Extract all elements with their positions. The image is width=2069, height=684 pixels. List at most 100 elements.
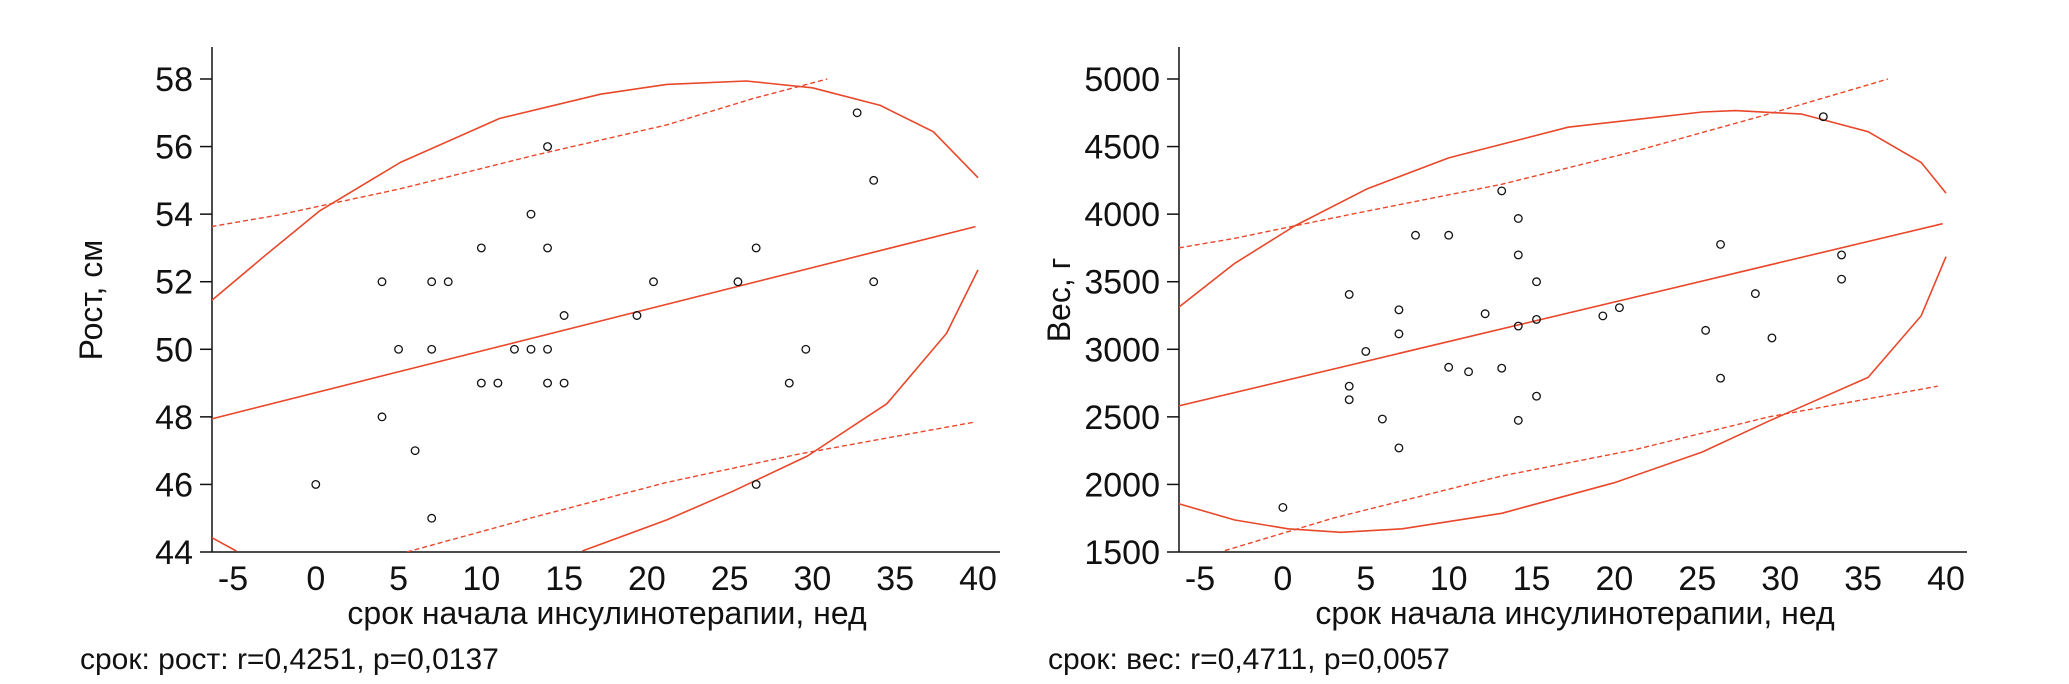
data-point	[311, 479, 321, 489]
confidence-ellipse	[1179, 256, 1947, 534]
data-point	[784, 378, 794, 388]
confidence-band-lower	[406, 421, 976, 552]
y-tick-label: 1500	[1084, 534, 1160, 572]
data-point	[543, 344, 553, 354]
y-tick-label: 2500	[1084, 399, 1160, 437]
data-point	[1344, 289, 1354, 299]
data-point	[1394, 443, 1404, 453]
data-point	[559, 311, 569, 320]
confidence-band-upper	[212, 78, 828, 228]
data-point	[1532, 277, 1541, 287]
data-point	[476, 243, 486, 253]
data-point	[526, 209, 536, 219]
data-point	[1444, 230, 1454, 240]
x-tick-label: -5	[218, 560, 248, 598]
data-point	[377, 277, 387, 287]
data-point	[427, 277, 437, 287]
confidence-band-upper	[1179, 78, 1889, 249]
data-point	[559, 378, 569, 388]
x-axis-label: срок начала инсулинотерапии, нед	[1315, 595, 1835, 631]
y-axis-label: Рост, см	[73, 240, 109, 361]
confidence-band-lower	[1224, 385, 1938, 552]
y-tick-label: 54	[155, 196, 193, 234]
data-point	[1411, 230, 1420, 240]
correlation-annotation: срок: вес: r=0,4711, p=0,0057	[1048, 643, 1450, 676]
y-tick-label: 3500	[1084, 264, 1160, 302]
x-tick-label: 10	[462, 560, 500, 598]
data-point	[1444, 362, 1454, 372]
weight-scatter-chart: 1500 2000 2500 3000 3500 4000 4500 5000 -5 0 5 10 15…	[1041, 47, 1967, 676]
height-scatter-chart: 44 46 48 50 52 54 56 58 -5 0 5 10 15 20 25 30 35 40 срок н…	[73, 47, 1000, 676]
data-point	[543, 142, 553, 152]
data-point	[1837, 274, 1847, 284]
data-point	[427, 344, 437, 354]
confidence-ellipse	[212, 80, 979, 302]
data-point	[1497, 186, 1507, 196]
plot-area	[1179, 78, 1947, 552]
y-tick-label: 4500	[1084, 129, 1160, 167]
data-point	[526, 344, 536, 354]
y-axis-label: Вес, г	[1041, 258, 1077, 343]
x-tick-label: 25	[711, 560, 749, 598]
x-tick-label: 15	[1513, 560, 1551, 598]
data-point	[1361, 346, 1371, 356]
data-point	[1818, 112, 1828, 122]
x-tick-label: 5	[1356, 560, 1375, 598]
plot-area	[212, 78, 979, 552]
data-point	[869, 277, 879, 287]
correlation-annotation: срок: рост: r=0,4251, p=0,0137	[80, 643, 499, 676]
data-point	[1701, 325, 1711, 335]
data-point	[1750, 289, 1760, 299]
data-point	[1513, 321, 1523, 331]
data-point	[1598, 311, 1608, 321]
data-point	[443, 277, 453, 287]
y-tick-label: 3000	[1084, 331, 1160, 369]
x-tick-label: 40	[1927, 560, 1965, 598]
y-tick-label: 50	[155, 331, 193, 369]
x-tick-label: 10	[1430, 560, 1468, 598]
data-point	[493, 378, 503, 388]
x-tick-label: 30	[794, 560, 832, 598]
data-point	[1377, 414, 1387, 424]
y-tick-label: 5000	[1084, 61, 1160, 99]
data-point	[1464, 367, 1474, 377]
x-tick-label: 35	[1844, 560, 1882, 598]
data-point	[801, 344, 811, 354]
data-point	[543, 378, 553, 388]
data-point	[1614, 303, 1624, 313]
data-point	[632, 311, 642, 320]
data-point	[1716, 239, 1725, 249]
y-tick-label: 46	[155, 466, 193, 504]
data-point	[751, 479, 761, 489]
data-point	[476, 378, 486, 388]
y-tick-label: 48	[155, 399, 193, 437]
y-tick-label: 2000	[1084, 466, 1160, 504]
data-point	[1513, 250, 1523, 260]
data-point	[1513, 214, 1523, 223]
data-point	[1532, 391, 1541, 401]
data-point	[852, 108, 862, 118]
data-point	[1716, 373, 1725, 383]
data-point	[1767, 333, 1777, 343]
y-tick-label: 44	[155, 534, 193, 572]
x-tick-label: 40	[959, 560, 997, 598]
data-point	[1837, 250, 1847, 260]
y-tick-label: 52	[155, 264, 193, 302]
x-tick-label: 5	[389, 560, 408, 598]
data-point	[427, 513, 437, 523]
data-point	[1344, 395, 1354, 405]
data-point	[509, 344, 519, 354]
data-point	[1394, 305, 1404, 315]
y-tick-label: 56	[155, 129, 193, 167]
y-tick-label: 4000	[1084, 196, 1160, 234]
x-tick-label: 25	[1678, 560, 1716, 598]
data-point	[394, 344, 404, 354]
regression-line	[212, 225, 976, 420]
x-axis-label: срок начала инсулинотерапии, нед	[347, 595, 867, 631]
data-point	[1497, 363, 1507, 373]
x-tick-label: 0	[306, 560, 325, 598]
data-point	[733, 277, 743, 287]
data-point	[869, 175, 879, 185]
confidence-ellipse	[582, 269, 979, 552]
